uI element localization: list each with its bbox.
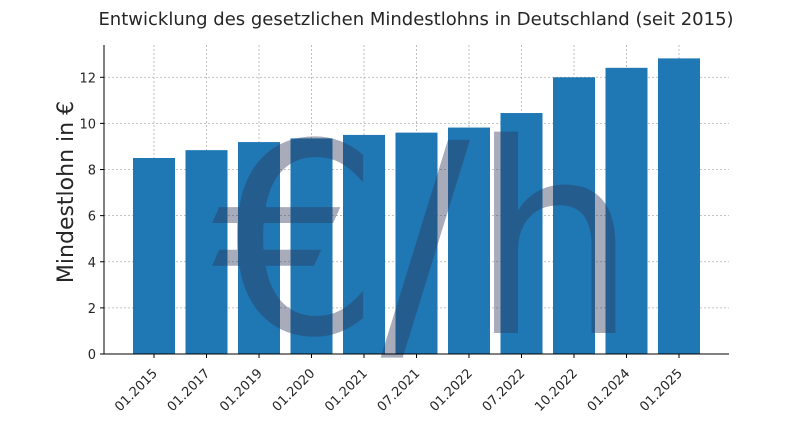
x-tick-label: 01.2025 — [637, 366, 686, 415]
bar-01.2019 — [238, 142, 280, 354]
x-tick-label: 01.2017 — [165, 366, 214, 415]
bar-01.2025 — [658, 58, 700, 354]
y-axis-label: Mindestlohn in € — [54, 101, 79, 283]
y-tick-label: 12 — [79, 71, 96, 86]
bar-01.2022 — [448, 127, 490, 354]
bar-01.2020 — [290, 138, 333, 354]
y-tick-label: 0 — [88, 348, 96, 363]
bar-01.2021 — [343, 134, 385, 354]
bar-07.2021 — [395, 132, 438, 354]
bar-01.2024 — [605, 67, 648, 354]
y-tick-label: 4 — [88, 256, 96, 271]
bar-01.2017 — [185, 150, 228, 354]
bar-01.2015 — [133, 157, 175, 354]
watermark: €/h — [212, 88, 638, 396]
bar-07.2022 — [500, 113, 543, 354]
x-tick-label: 01.2015 — [112, 366, 161, 415]
y-tick-label: 6 — [88, 210, 96, 225]
chart-title: Entwicklung des gesetzlichen Mindestlohn… — [98, 9, 733, 30]
y-tick-label: 10 — [79, 117, 96, 132]
y-tick-label: 8 — [88, 164, 96, 179]
bar-10.2022 — [553, 77, 595, 355]
y-tick-label: 2 — [88, 302, 96, 317]
bars — [133, 58, 700, 355]
